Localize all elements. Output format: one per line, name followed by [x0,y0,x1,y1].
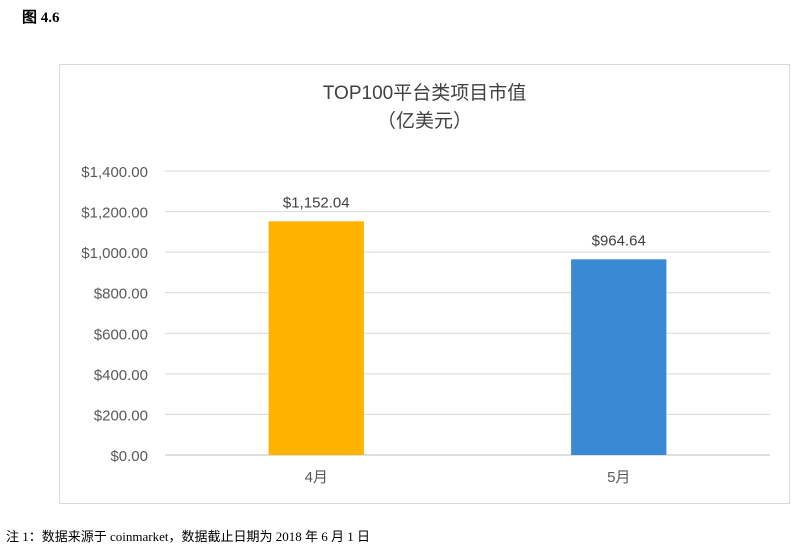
x-tick-label: 5月 [607,469,630,486]
y-tick-label: $200.00 [94,407,148,424]
chart-title: TOP100平台类项目市值 （亿美元） [59,80,790,136]
figure-label: 图 4.6 [22,10,60,26]
chart-frame [59,64,790,504]
y-tick-label: $0.00 [110,448,148,465]
bar [268,221,364,455]
y-tick-label: $1,200.00 [81,205,148,222]
chart-title-main: TOP100平台类项目市值 [322,83,527,104]
bar [571,259,667,455]
y-tick-label: $1,000.00 [81,245,148,262]
y-tick-label: $800.00 [94,286,148,303]
y-tick-label: $400.00 [94,367,148,384]
y-tick-label: $600.00 [94,326,148,343]
x-tick-label: 4月 [305,469,328,486]
y-tick-label: $1,400.00 [81,164,148,181]
data-label: $1,152.04 [283,194,350,211]
chart-subtitle: （亿美元） [376,111,472,132]
data-label: $964.64 [592,232,646,249]
footnote: 注 1：数据来源于 coinmarket，数据截止日期为 2018 年 6 月 … [6,529,370,544]
